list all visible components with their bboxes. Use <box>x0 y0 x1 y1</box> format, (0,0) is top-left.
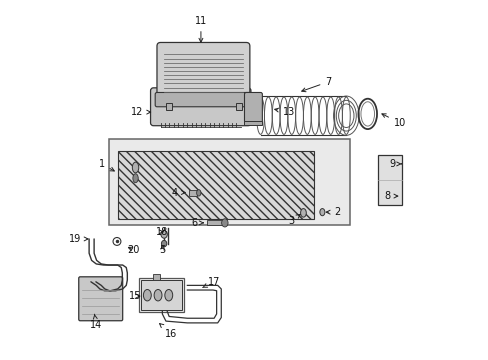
FancyBboxPatch shape <box>141 280 182 310</box>
Ellipse shape <box>161 230 167 238</box>
Text: 18: 18 <box>156 227 168 237</box>
Text: 4: 4 <box>171 188 185 198</box>
Text: 20: 20 <box>127 245 140 255</box>
Text: 17: 17 <box>202 277 220 288</box>
FancyBboxPatch shape <box>189 190 197 196</box>
Ellipse shape <box>196 190 201 196</box>
Text: 7: 7 <box>301 77 331 92</box>
Ellipse shape <box>319 208 324 216</box>
Text: 9: 9 <box>389 159 401 169</box>
FancyBboxPatch shape <box>244 121 262 125</box>
FancyBboxPatch shape <box>155 93 251 107</box>
Text: 1: 1 <box>99 159 114 171</box>
FancyBboxPatch shape <box>139 278 183 312</box>
Text: 10: 10 <box>381 114 405 128</box>
Text: 19: 19 <box>68 234 88 244</box>
Ellipse shape <box>154 289 162 301</box>
FancyBboxPatch shape <box>118 152 313 219</box>
Text: 15: 15 <box>129 291 142 301</box>
Text: 13: 13 <box>274 107 295 117</box>
FancyBboxPatch shape <box>79 277 122 321</box>
Text: 5: 5 <box>159 245 165 255</box>
FancyBboxPatch shape <box>108 139 349 225</box>
Text: 11: 11 <box>194 16 206 42</box>
Text: 12: 12 <box>131 107 150 117</box>
Text: 16: 16 <box>159 324 177 339</box>
Ellipse shape <box>164 289 172 301</box>
Text: 2: 2 <box>325 207 340 217</box>
Ellipse shape <box>300 208 305 217</box>
Ellipse shape <box>161 240 166 247</box>
FancyBboxPatch shape <box>153 274 160 280</box>
Text: 8: 8 <box>384 191 397 201</box>
FancyBboxPatch shape <box>244 93 262 123</box>
FancyBboxPatch shape <box>378 155 401 205</box>
Ellipse shape <box>221 219 227 227</box>
FancyBboxPatch shape <box>150 88 250 126</box>
FancyBboxPatch shape <box>157 42 249 100</box>
Text: 14: 14 <box>90 314 102 330</box>
FancyBboxPatch shape <box>206 220 223 225</box>
FancyBboxPatch shape <box>165 103 172 111</box>
Text: 3: 3 <box>287 215 300 226</box>
Ellipse shape <box>143 289 151 301</box>
Ellipse shape <box>132 162 139 173</box>
Text: 6: 6 <box>191 218 203 228</box>
Ellipse shape <box>133 174 138 183</box>
FancyBboxPatch shape <box>235 103 242 111</box>
